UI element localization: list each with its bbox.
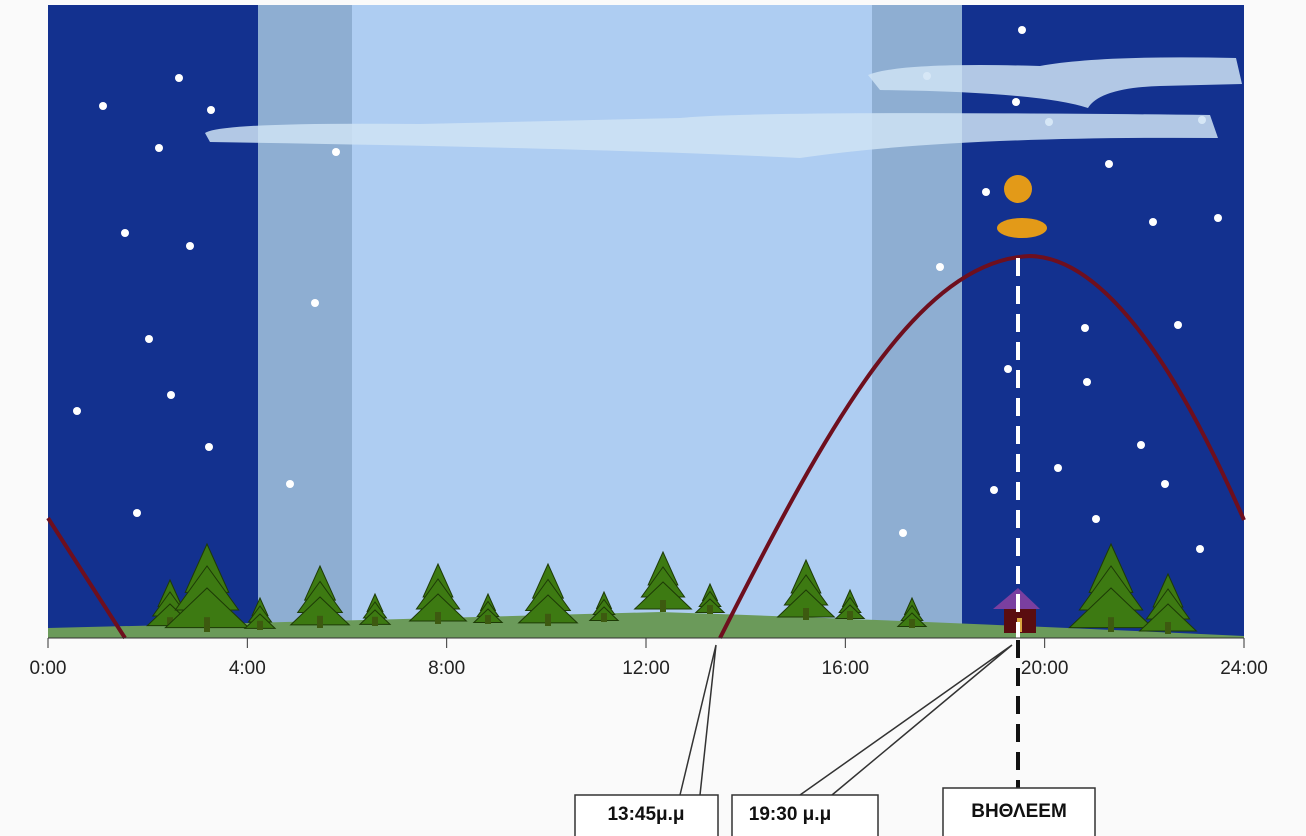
star bbox=[1214, 214, 1222, 222]
star bbox=[99, 102, 107, 110]
tree-trunk bbox=[317, 615, 323, 628]
star bbox=[311, 299, 319, 307]
star bbox=[207, 106, 215, 114]
star bbox=[73, 407, 81, 415]
callout: 19:30 μ.μ bbox=[749, 804, 831, 825]
star bbox=[1004, 365, 1012, 373]
day bbox=[352, 5, 872, 638]
tree-trunk bbox=[435, 612, 441, 624]
cloud bbox=[868, 57, 1242, 108]
star bbox=[205, 443, 213, 451]
star-of-bethlehem bbox=[1004, 175, 1032, 203]
callout-box bbox=[731, 794, 879, 836]
star bbox=[1137, 441, 1145, 449]
tree-trunk bbox=[1165, 622, 1171, 634]
tree-trunk bbox=[660, 600, 666, 612]
tick-label: 16:00 bbox=[822, 658, 870, 679]
night bbox=[962, 5, 1244, 638]
star bbox=[899, 529, 907, 537]
star bbox=[1054, 464, 1062, 472]
tree-trunk bbox=[372, 616, 378, 626]
axis-ticks: 0:00 4:00 8:00 12:00 16:00 20:00 24:00 bbox=[30, 638, 1268, 679]
star bbox=[1161, 480, 1169, 488]
ground bbox=[48, 612, 1244, 638]
star bbox=[186, 242, 194, 250]
star bbox=[1012, 98, 1020, 106]
tree-trunk bbox=[847, 611, 853, 620]
star bbox=[133, 509, 141, 517]
twilight bbox=[872, 5, 962, 638]
callout-box bbox=[574, 794, 719, 836]
tree-trunk bbox=[601, 613, 607, 622]
stars bbox=[73, 26, 1222, 553]
tick-label: 0:00 bbox=[30, 658, 67, 679]
tick-label: 8:00 bbox=[428, 658, 465, 679]
tree-trunk bbox=[803, 608, 809, 620]
tree-trunk bbox=[257, 620, 263, 630]
star bbox=[121, 229, 129, 237]
tree-trunk bbox=[707, 605, 713, 614]
tree-trunk bbox=[204, 617, 210, 632]
cloud bbox=[205, 113, 1218, 158]
night bbox=[48, 5, 258, 638]
tree-trunk bbox=[485, 615, 491, 624]
star bbox=[145, 335, 153, 343]
star bbox=[167, 391, 175, 399]
star bbox=[286, 480, 294, 488]
star-of-bethlehem bbox=[997, 218, 1047, 238]
tick-label: 24:00 bbox=[1220, 658, 1268, 679]
star-path bbox=[718, 253, 1246, 639]
tick-label: 12:00 bbox=[622, 658, 670, 679]
star bbox=[155, 144, 163, 152]
star bbox=[1105, 160, 1113, 168]
tick-label: 4:00 bbox=[229, 658, 266, 679]
star bbox=[1018, 26, 1026, 34]
tree-trunk bbox=[909, 619, 915, 628]
star bbox=[175, 74, 183, 82]
star bbox=[1083, 378, 1091, 386]
star bbox=[332, 148, 340, 156]
star bbox=[1081, 324, 1089, 332]
star bbox=[1149, 218, 1157, 226]
callout: 13:45μ.μ bbox=[607, 804, 684, 825]
star bbox=[982, 188, 990, 196]
star bbox=[936, 263, 944, 271]
tick-label: 20:00 bbox=[1021, 658, 1069, 679]
callout: ΒΗΘΛΕΕΜ bbox=[971, 801, 1067, 822]
star bbox=[1092, 515, 1100, 523]
tree-trunk bbox=[1108, 617, 1114, 632]
star bbox=[1174, 321, 1182, 329]
star-path bbox=[46, 516, 127, 640]
twilight bbox=[258, 5, 352, 638]
trees bbox=[146, 542, 1198, 634]
tree-trunk bbox=[545, 613, 551, 626]
star bbox=[1196, 545, 1204, 553]
star bbox=[990, 486, 998, 494]
callout-pointers bbox=[679, 644, 1013, 796]
callout-box bbox=[942, 787, 1096, 836]
